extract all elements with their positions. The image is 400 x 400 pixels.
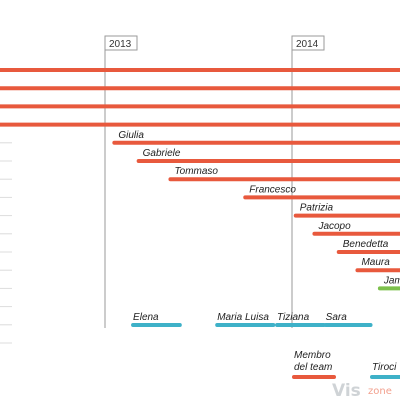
legend-label-member-2: del team (294, 362, 332, 373)
year-markers: 2013 2014 (104, 35, 325, 328)
row-gridlines (0, 69, 12, 344)
member-name: Francesco (249, 184, 296, 195)
legend-label-member: Membro (294, 350, 331, 361)
year-label-box (291, 35, 325, 51)
member-name: Gabriele (143, 148, 181, 159)
member-name: Maura (361, 257, 390, 268)
year-label: 2014 (296, 39, 319, 50)
intern-name: Elena (133, 312, 159, 323)
late-bar-name: Jame (383, 275, 400, 286)
watermark-sub: zone (368, 386, 392, 397)
watermark: Vis zone (332, 381, 392, 400)
member-name: Tommaso (174, 166, 218, 177)
member-name: Jacopo (317, 221, 351, 232)
member-bars: Giulia Gabriele Tommaso Francesco Patrizia Ja… (0, 68, 400, 291)
legend-label-intern: Tiroci (372, 362, 397, 373)
watermark-main: Vis (332, 381, 361, 400)
member-name: Giulia (118, 130, 144, 141)
year-label-box (104, 35, 138, 51)
year-label: 2013 (109, 39, 132, 50)
member-name: Patrizia (300, 203, 334, 214)
intern-name: Sara (326, 312, 348, 323)
member-name: Benedetta (343, 239, 389, 250)
intern-name: Tiziana (277, 312, 310, 323)
intern-name: Maria Luisa (217, 312, 269, 323)
